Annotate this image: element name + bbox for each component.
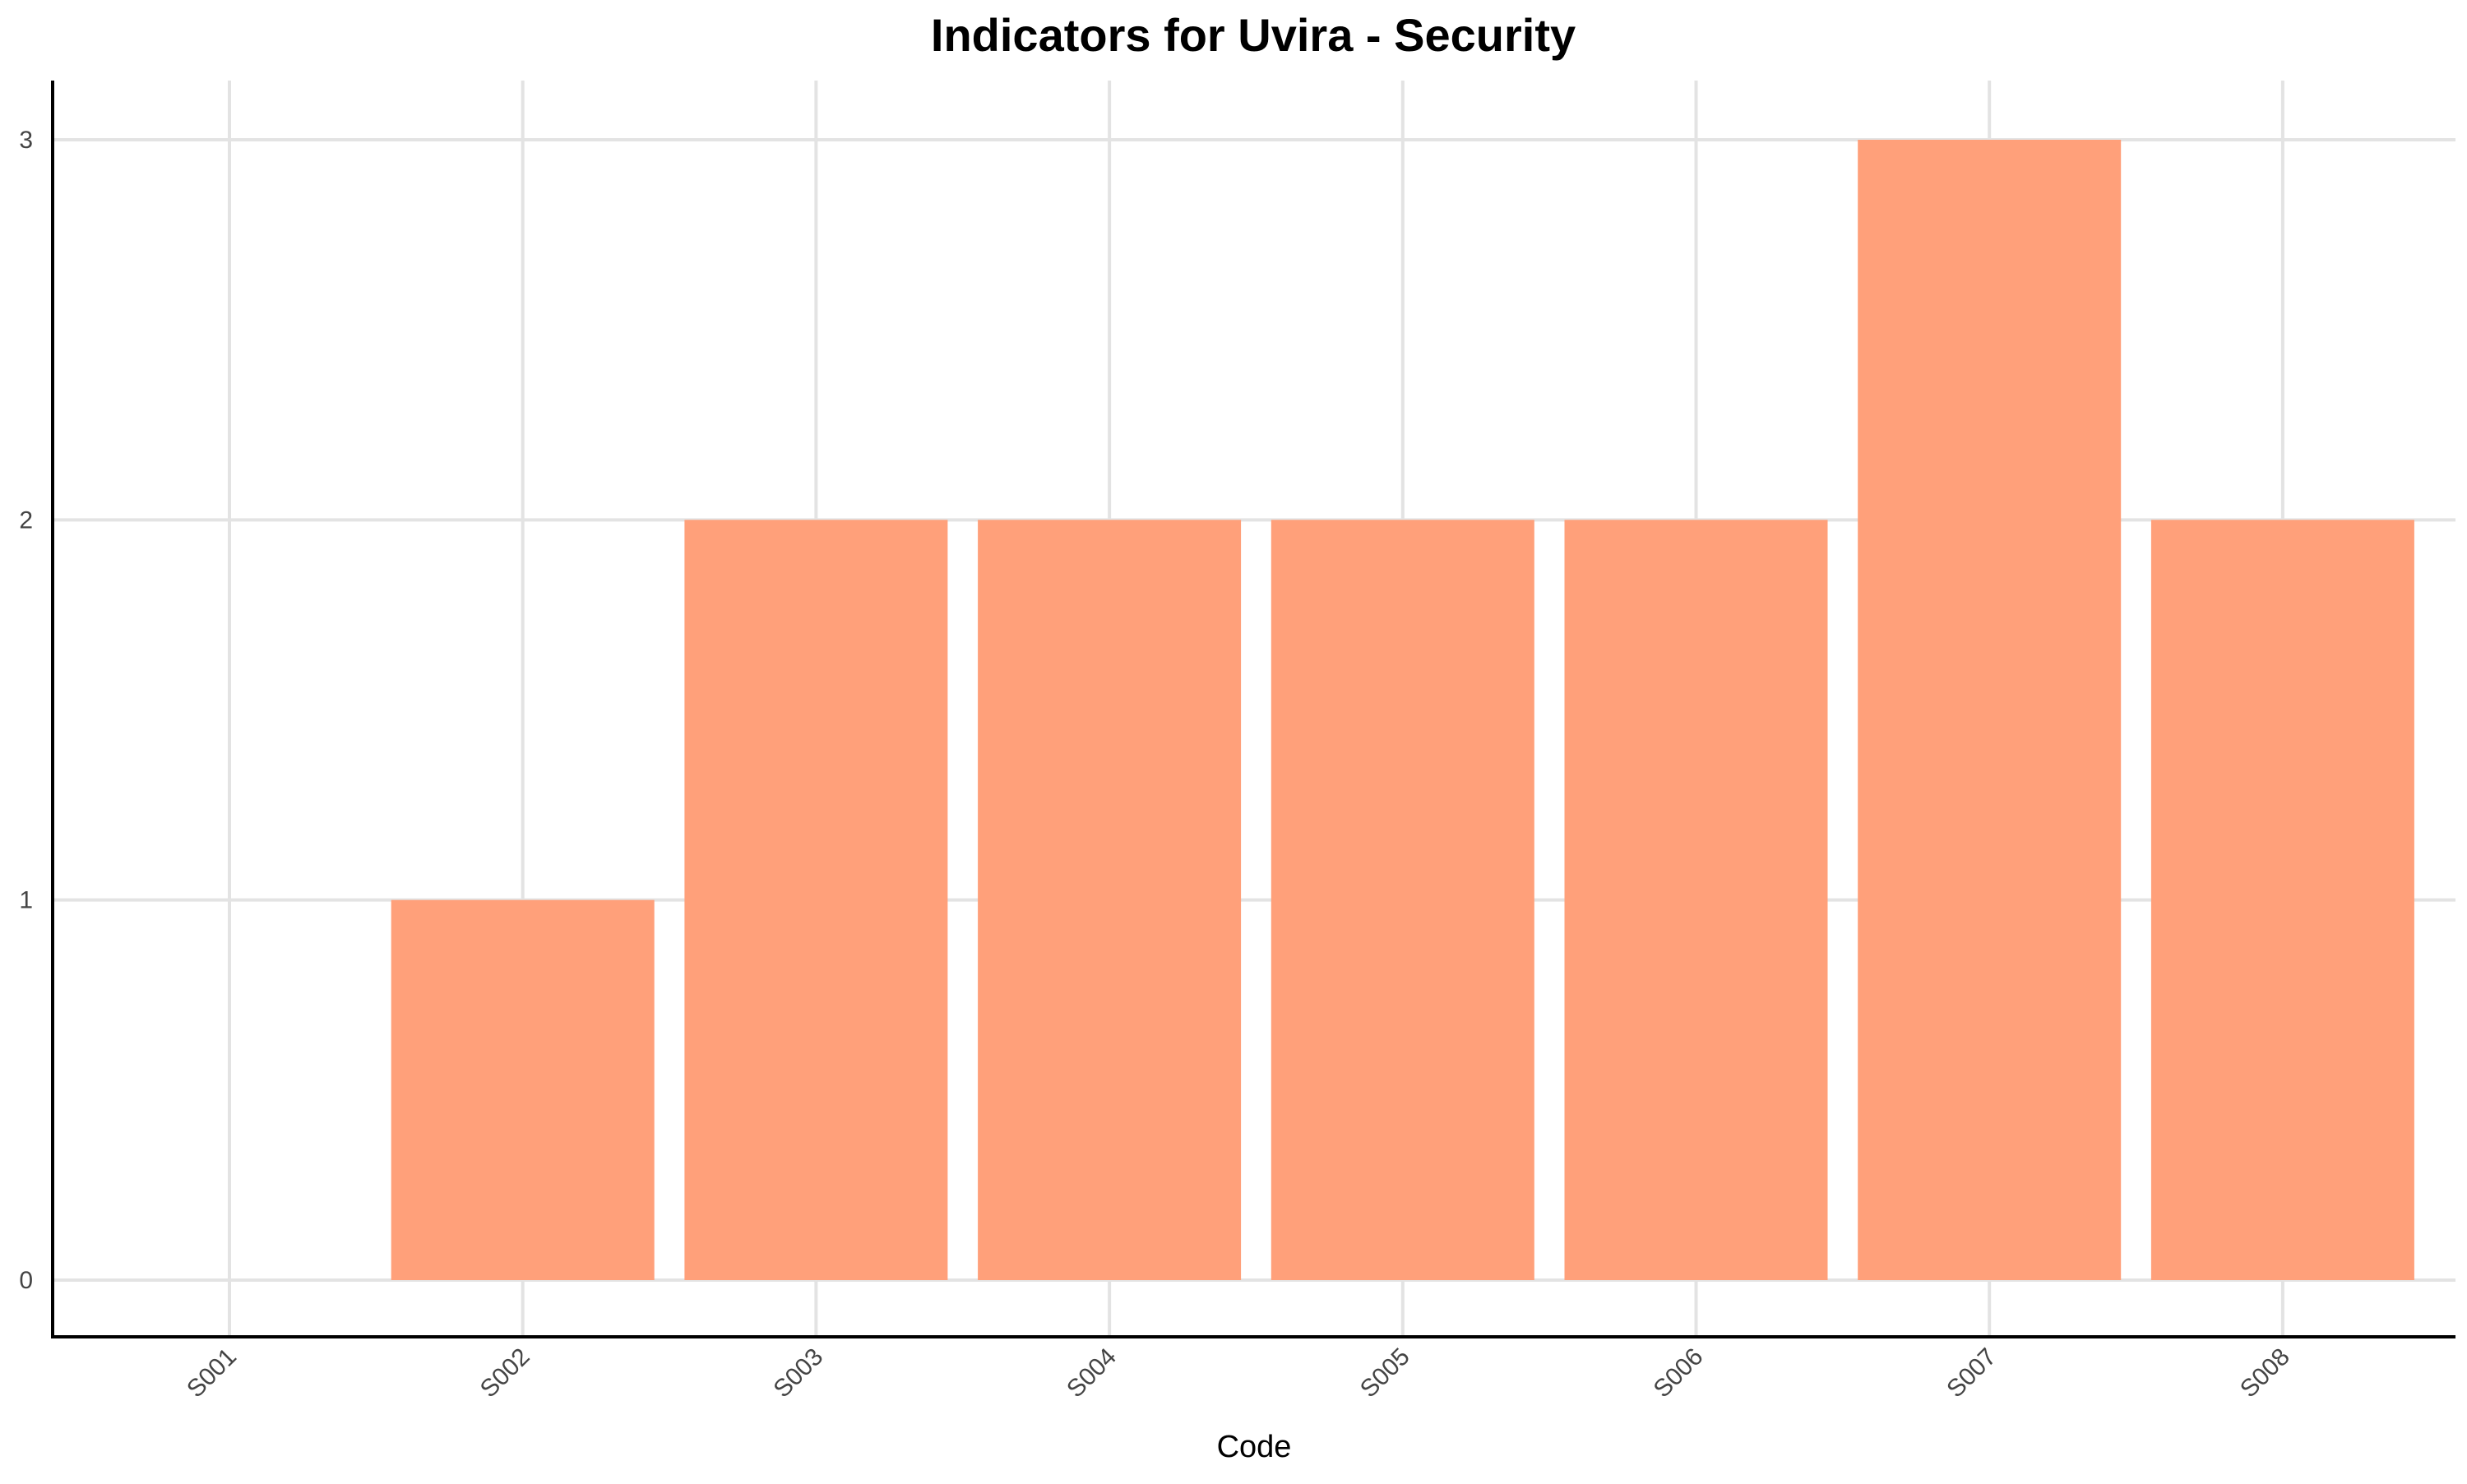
x-tick-label: S003 (768, 1343, 828, 1403)
y-tick-label: 2 (19, 506, 33, 534)
x-tick-label: S002 (475, 1343, 535, 1403)
chart-title: Indicators for Uvira - Security (931, 9, 1576, 61)
bar-s006 (1564, 520, 1828, 1280)
x-tick-label: S007 (1942, 1343, 2002, 1403)
bar-s004 (978, 520, 1242, 1280)
bar-s003 (684, 520, 948, 1280)
bar-s007 (1858, 140, 2122, 1280)
y-tick-labels: 0 1 2 3 (19, 127, 33, 1294)
y-tick-label: 1 (19, 887, 33, 914)
axes-layer (51, 81, 2455, 1338)
x-tick-labels: S001 S002 S003 S004 S005 S006 S007 S008 (182, 1343, 2295, 1403)
y-tick-label: 3 (19, 127, 33, 154)
x-tick-label: S008 (2235, 1343, 2295, 1403)
x-tick-label: S001 (182, 1343, 242, 1403)
bar-s002 (391, 899, 655, 1280)
bar-s008 (2150, 520, 2414, 1280)
y-tick-label: 0 (19, 1267, 33, 1294)
bar-s005 (1271, 520, 1534, 1280)
x-tick-label: S005 (1355, 1343, 1415, 1403)
bars-layer (391, 140, 2414, 1280)
x-axis-title: Code (1217, 1430, 1292, 1464)
x-tick-label: S004 (1062, 1343, 1122, 1403)
x-tick-label: S006 (1649, 1343, 1709, 1403)
